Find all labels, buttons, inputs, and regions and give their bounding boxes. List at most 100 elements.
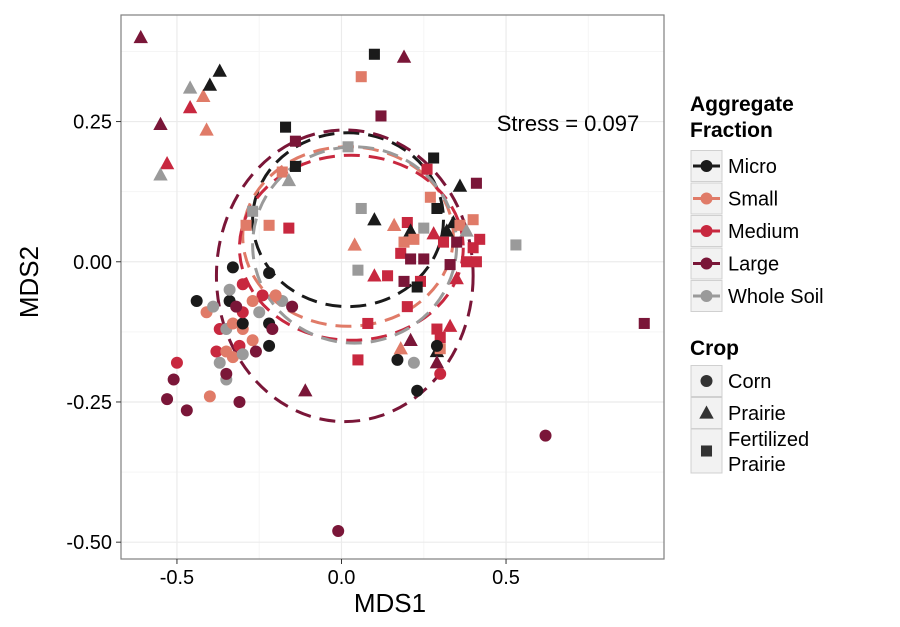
data-point (403, 332, 418, 346)
data-point (362, 317, 374, 329)
data-point (240, 219, 252, 231)
legend-crop-label: Fertilized (728, 429, 809, 451)
legend-crop-label-line2: Prairie (728, 454, 786, 476)
data-point (442, 318, 458, 332)
legend-key-shape (699, 405, 714, 419)
legend-crop-title: Crop (690, 337, 739, 360)
legend-fraction-label: Whole Soil (728, 286, 824, 308)
data-point (247, 205, 259, 217)
data-point (263, 219, 275, 231)
y-tick-label: -0.25 (66, 392, 112, 414)
data-point (342, 141, 354, 153)
data-point (355, 71, 367, 83)
x-tick-label: -0.5 (160, 567, 194, 589)
data-point (263, 339, 276, 352)
data-point (418, 253, 430, 265)
data-point (153, 167, 168, 181)
data-point (289, 160, 301, 172)
data-point (428, 152, 440, 164)
data-point (352, 354, 364, 366)
legend-fraction-label: Small (728, 189, 778, 211)
data-point (182, 80, 198, 94)
data-point (375, 110, 387, 122)
data-point (367, 268, 382, 282)
data-point (368, 48, 380, 60)
data-point (182, 99, 198, 114)
data-point (401, 216, 413, 229)
legend-crop-item: Fertilized Prairie (690, 428, 809, 476)
legend-crop-label: Prairie (728, 403, 786, 425)
data-point (430, 339, 443, 352)
data-point (411, 384, 424, 397)
data-point (167, 373, 180, 386)
data-point (454, 219, 466, 231)
x-tick-label: 0.0 (328, 567, 356, 589)
data-point (451, 236, 463, 248)
data-point (355, 202, 367, 215)
data-point (236, 348, 249, 361)
data-point (210, 345, 223, 358)
plot-panel (120, 14, 665, 560)
data-point (467, 242, 479, 254)
data-point (280, 121, 292, 133)
data-point (418, 222, 430, 234)
data-point (263, 266, 276, 279)
data-point (405, 253, 417, 265)
data-point (429, 355, 445, 369)
data-point (470, 256, 482, 268)
data-point (246, 295, 259, 308)
data-point (256, 289, 269, 302)
data-point (437, 236, 450, 248)
y-tick-label: 0.00 (73, 252, 112, 274)
data-point (395, 247, 407, 259)
legend-key-dot (700, 257, 713, 270)
data-point (398, 275, 410, 287)
legend-key-shape (700, 445, 713, 457)
data-point (461, 256, 473, 268)
data-point (289, 135, 301, 147)
data-point (401, 301, 413, 313)
x-axis-title: MDS1 (354, 588, 426, 618)
legend-crop: Crop Corn Prairie Fertilized Prairie (690, 337, 809, 476)
data-point (434, 367, 447, 380)
data-point (161, 393, 174, 406)
data-point (424, 191, 436, 203)
data-point (230, 300, 243, 313)
data-point (281, 172, 297, 187)
axes: -0.5 0.0 0.5 0.25 0.00 -0.25 -0.50 (66, 112, 520, 589)
legend-fraction-label: Micro (728, 156, 777, 178)
legend-key-dot (700, 160, 713, 172)
legend-key-dot (700, 225, 713, 237)
data-point (236, 317, 249, 330)
data-point (459, 223, 474, 237)
data-point (199, 122, 214, 136)
legend-fraction-title-line1: Aggregate (690, 93, 794, 116)
data-point (421, 163, 433, 175)
data-point (332, 524, 345, 537)
data-point (352, 264, 364, 276)
y-tick-label: 0.25 (73, 112, 112, 134)
plot-border (120, 14, 665, 560)
data-point (393, 341, 408, 355)
legend-fraction-item: Small (690, 182, 778, 215)
legend-key-dot (700, 290, 713, 302)
data-point (207, 300, 220, 313)
data-point (226, 317, 239, 330)
data-point (298, 383, 313, 397)
data-point (444, 259, 456, 271)
data-point (249, 345, 262, 358)
data-point (414, 275, 426, 287)
data-point (212, 63, 227, 77)
data-point (269, 289, 282, 302)
x-tick-label: 0.5 (492, 567, 520, 589)
y-tick-label: -0.50 (66, 532, 112, 554)
data-point (236, 278, 249, 291)
legend-key-shape (700, 375, 713, 387)
data-point (223, 283, 236, 296)
data-point (426, 226, 441, 240)
data-point (449, 271, 464, 285)
legend-fraction-label: Large (728, 254, 779, 276)
data-point (467, 214, 479, 226)
data-point (470, 177, 482, 189)
